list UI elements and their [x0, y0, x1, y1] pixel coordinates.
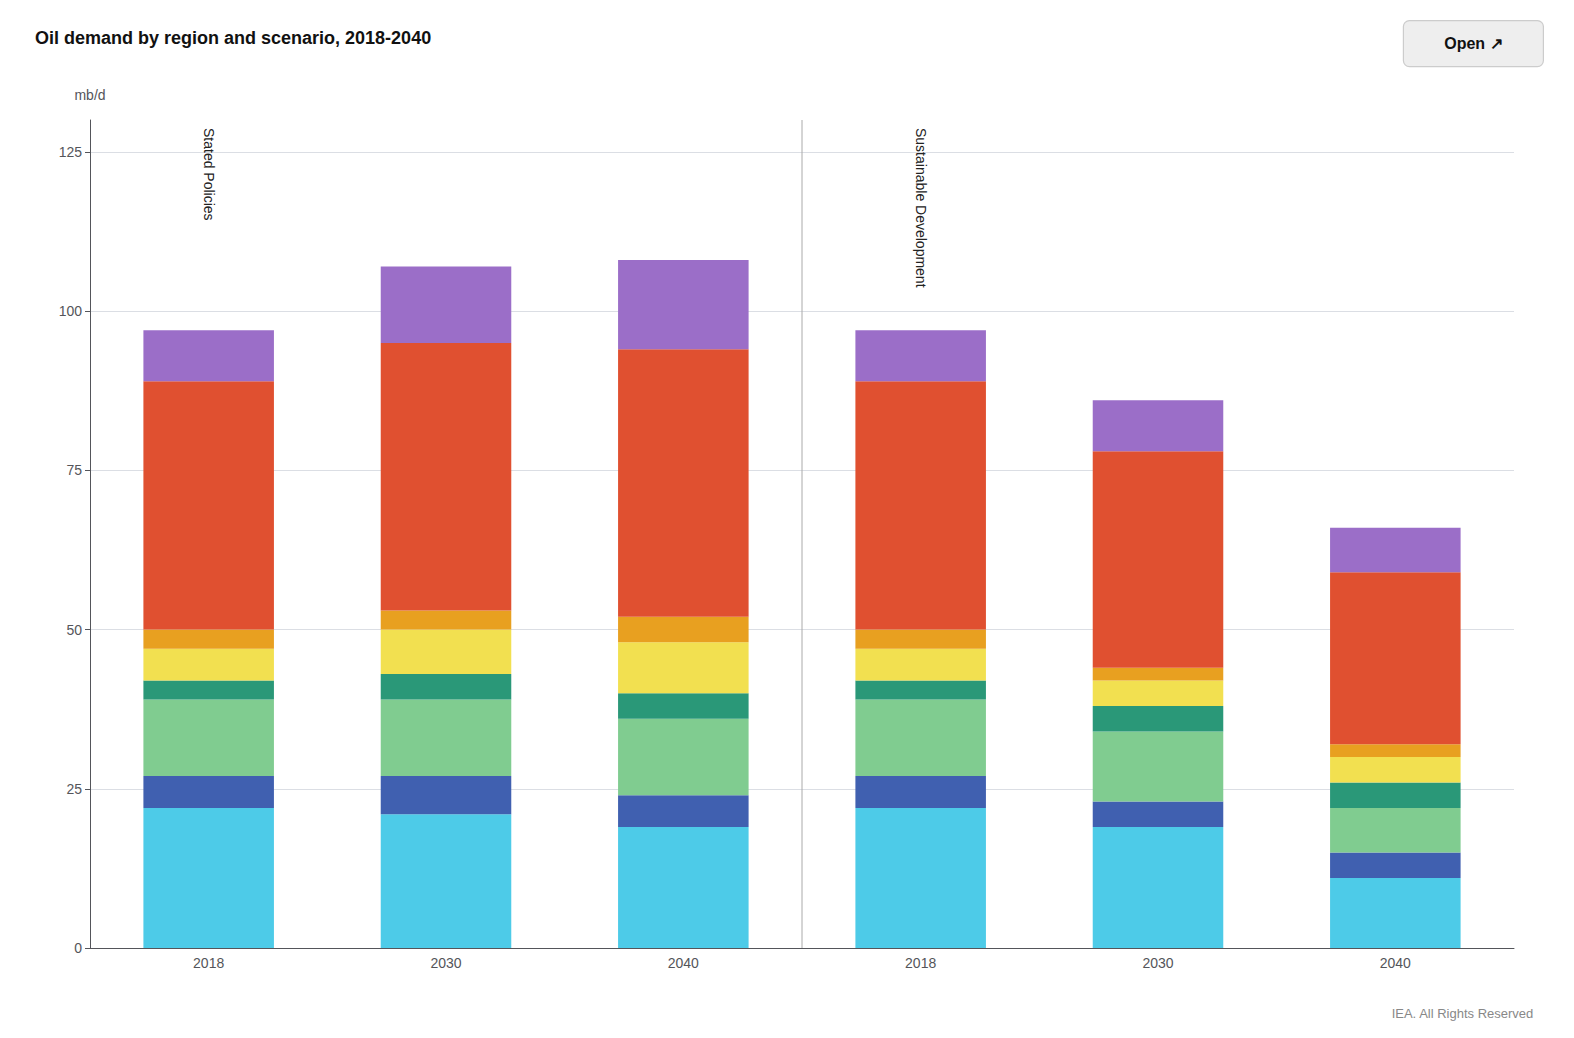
svg-text:0: 0	[74, 940, 82, 956]
svg-text:2040: 2040	[1380, 955, 1411, 971]
svg-text:2018: 2018	[905, 955, 936, 971]
svg-text:Stated Policies: Stated Policies	[201, 128, 217, 221]
svg-text:100: 100	[59, 303, 83, 319]
svg-text:IEA. All Rights Reserved: IEA. All Rights Reserved	[1392, 1006, 1534, 1021]
svg-text:25: 25	[66, 781, 82, 797]
svg-text:2018: 2018	[193, 955, 224, 971]
svg-text:Sustainable Development: Sustainable Development	[913, 128, 929, 288]
svg-text:50: 50	[66, 622, 82, 638]
svg-text:2030: 2030	[1142, 955, 1173, 971]
svg-text:2040: 2040	[668, 955, 699, 971]
svg-text:Oil demand by region and scena: Oil demand by region and scenario, 2018-…	[35, 28, 431, 48]
svg-text:Open ↗: Open ↗	[1444, 35, 1502, 52]
svg-text:75: 75	[66, 462, 82, 478]
svg-text:2030: 2030	[430, 955, 461, 971]
svg-text:mb/d: mb/d	[74, 87, 105, 103]
svg-text:125: 125	[59, 144, 83, 160]
